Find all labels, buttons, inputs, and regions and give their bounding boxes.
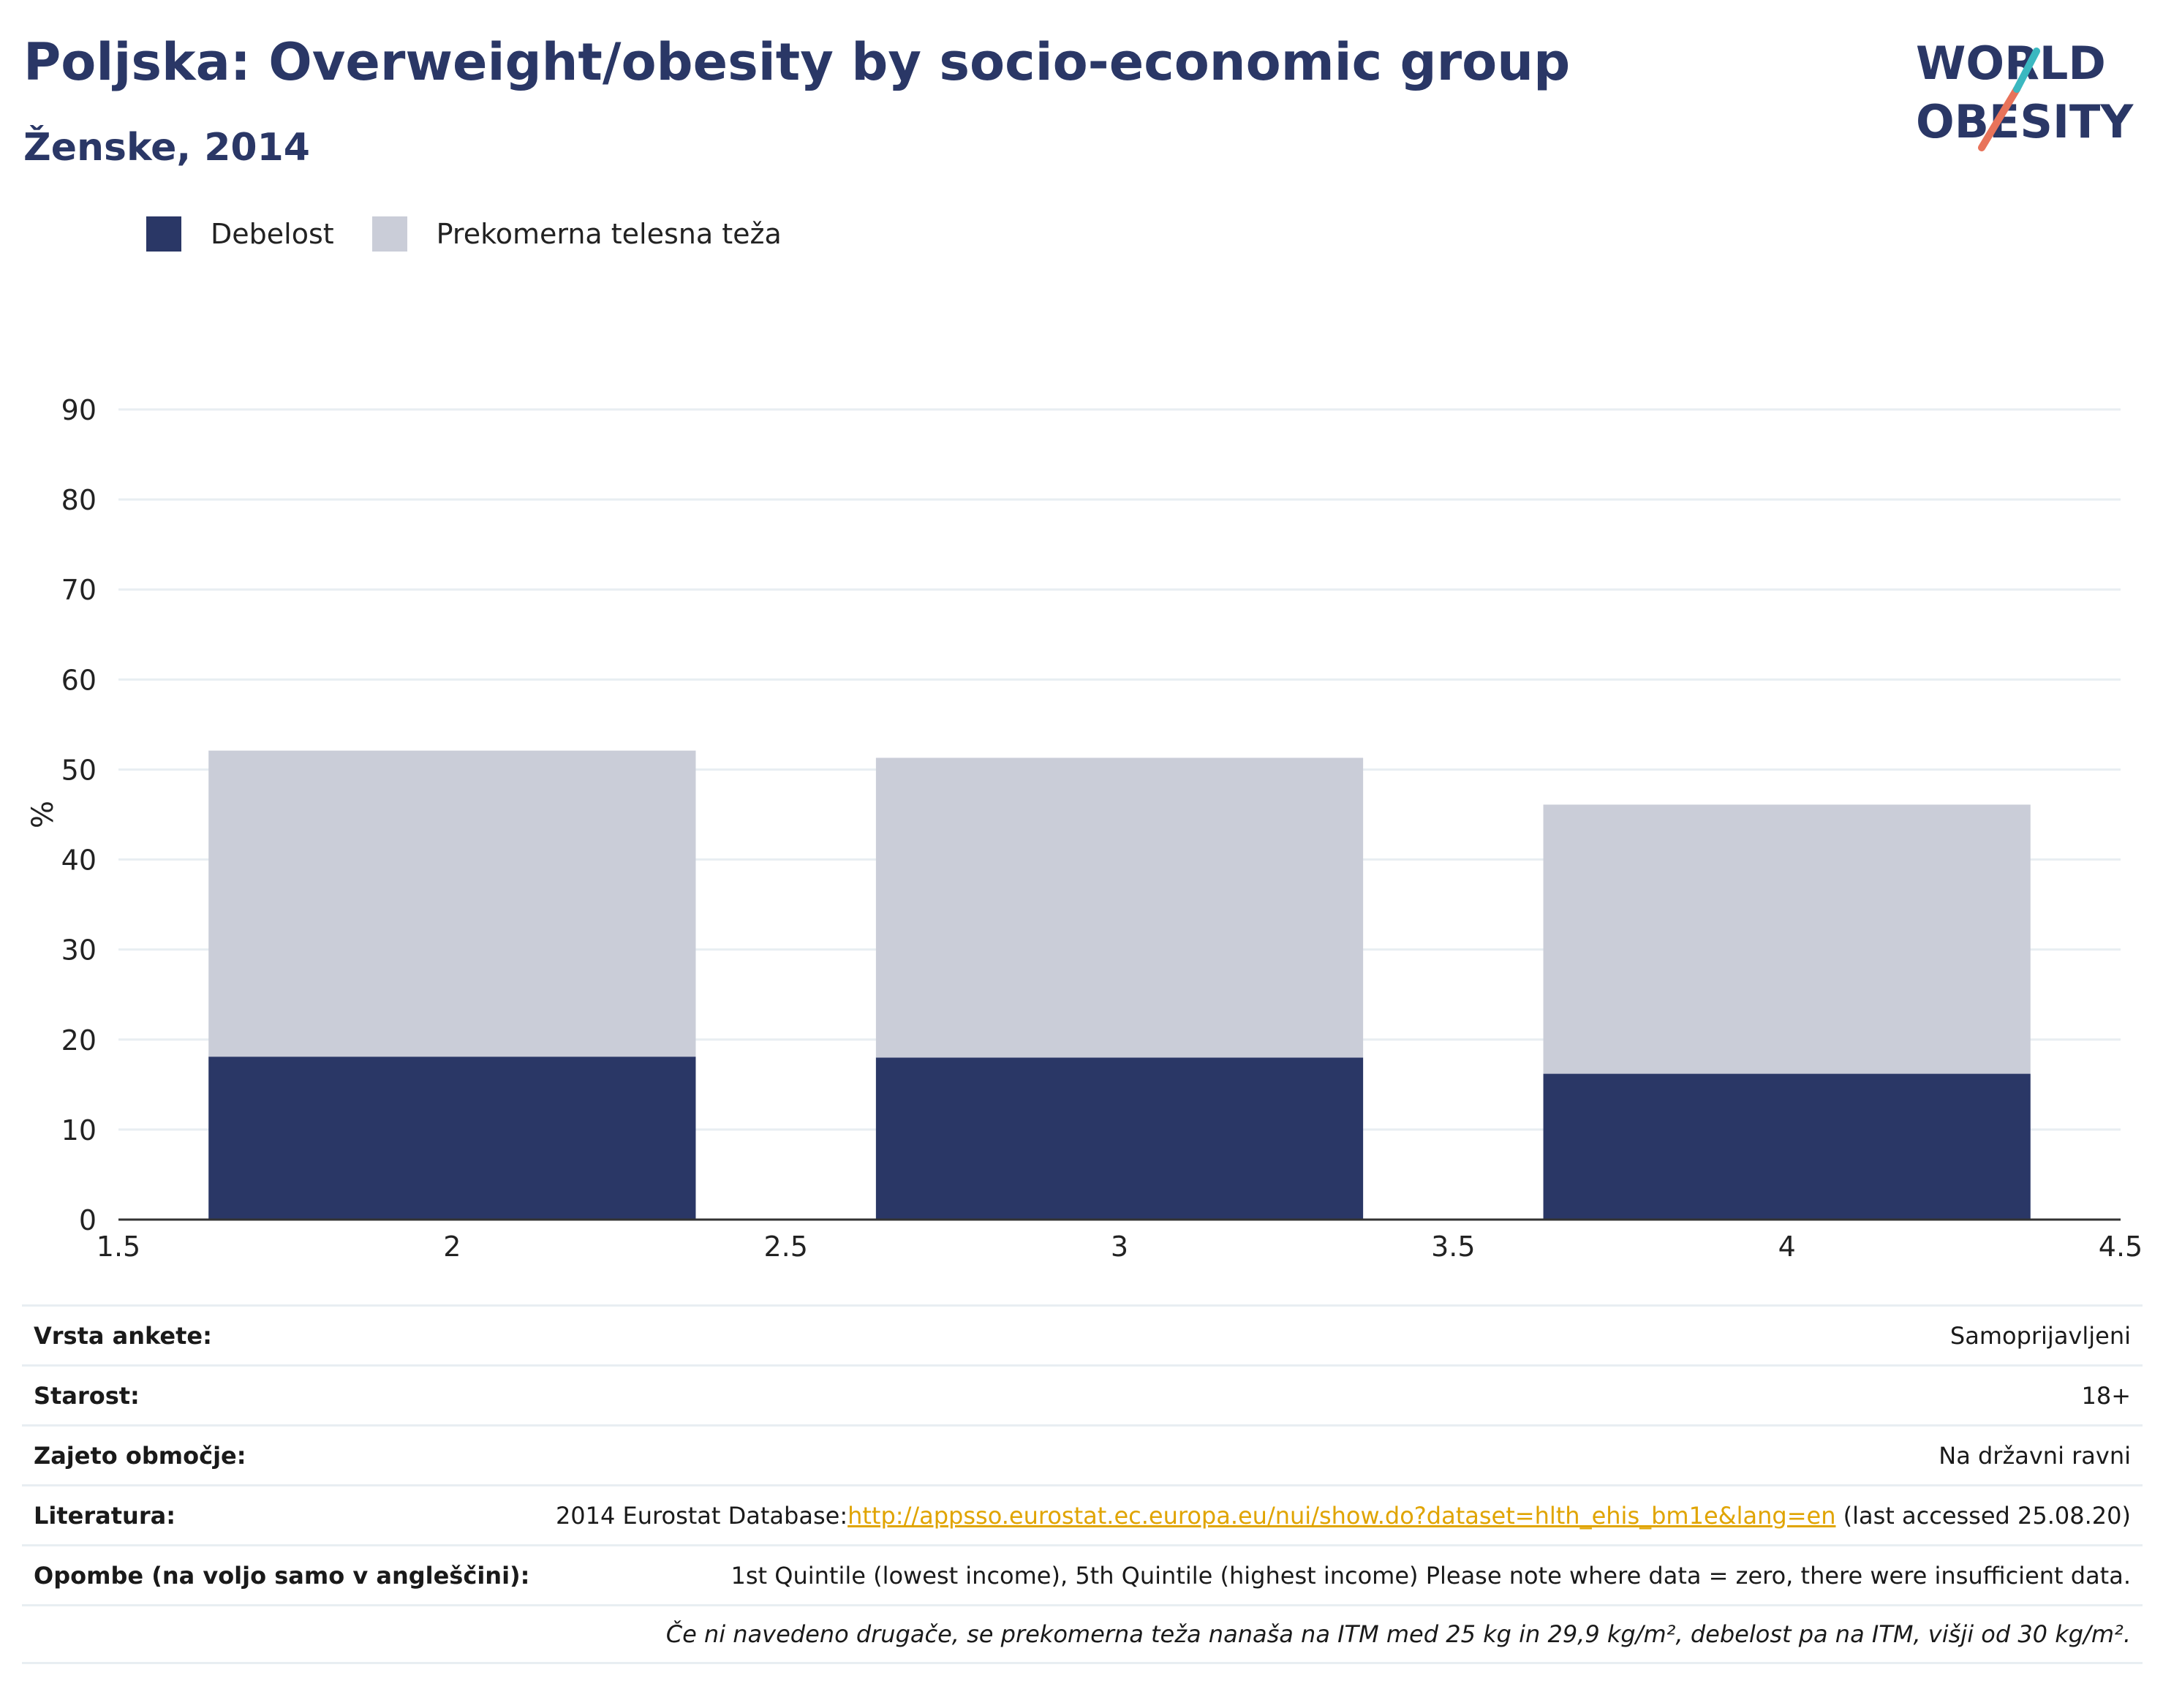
- y-tick-label: 70: [61, 574, 97, 606]
- x-tick-label: 4.5: [2099, 1231, 2143, 1263]
- legend-item-overweight[interactable]: Prekomerna telesna teža: [371, 216, 782, 252]
- y-tick-label: 0: [79, 1204, 97, 1236]
- bar-obesity: [1543, 1073, 2031, 1220]
- y-tick-label: 60: [61, 664, 97, 696]
- meta-value-age: 18+: [2081, 1381, 2131, 1410]
- x-tick-label: 3.5: [1431, 1231, 1475, 1263]
- meta-row-notes: Opombe (na voljo samo v angleščini): 1st…: [22, 1544, 2143, 1604]
- meta-row-area: Zajeto območje: Na državni ravni: [22, 1424, 2143, 1484]
- meta-label-reference: Literatura:: [34, 1501, 175, 1530]
- legend-swatch-overweight: [371, 216, 407, 252]
- chart-title: Poljska: Overweight/obesity by socio-eco…: [23, 32, 1571, 92]
- reference-prefix: 2014 Eurostat Database:: [555, 1501, 848, 1530]
- stacked-bar-chart: 0 10 20 30 40 50 60 70 80 90 1.5 2 2.5 3 3.5 4 4.5%: [26, 394, 2143, 1263]
- x-tick-label: 4: [1778, 1231, 1796, 1263]
- x-tick-label: 2.5: [763, 1231, 807, 1263]
- meta-value-reference: 2014 Eurostat Database:http://appsso.eur…: [556, 1502, 2131, 1530]
- y-axis-label: %: [26, 801, 60, 828]
- legend-item-obesity[interactable]: Debelost: [146, 216, 334, 252]
- meta-row-footnote: Če ni navedeno drugače, se prekomerna te…: [22, 1604, 2143, 1664]
- chart-subtitle: Ženske, 2014: [23, 126, 310, 170]
- meta-value-area: Na državni ravni: [1939, 1441, 2131, 1470]
- bar-overweight: [875, 757, 1364, 1058]
- meta-value-notes: 1st Quintile (lowest income), 5th Quinti…: [731, 1561, 2132, 1590]
- bar-obesity: [208, 1057, 696, 1220]
- meta-label-age: Starost:: [34, 1381, 140, 1410]
- meta-label-survey: Vrsta ankete:: [34, 1321, 212, 1350]
- reference-suffix: (last accessed 25.08.20): [1835, 1501, 2131, 1530]
- meta-label-notes: Opombe (na voljo samo v angleščini):: [34, 1561, 530, 1590]
- legend-label-obesity: Debelost: [211, 218, 334, 250]
- bar-overweight: [208, 750, 696, 1057]
- metadata-table: Vrsta ankete: Samoprijavljeni Starost: 1…: [22, 1304, 2143, 1664]
- y-tick-label: 20: [61, 1024, 97, 1057]
- meta-row-reference: Literatura: 2014 Eurostat Database:http:…: [22, 1484, 2143, 1544]
- chart-legend: Debelost Prekomerna telesna teža: [146, 216, 820, 252]
- y-tick-label: 40: [61, 844, 97, 877]
- legend-swatch-obesity: [146, 216, 181, 252]
- x-tick-label: 1.5: [97, 1231, 140, 1263]
- logo-line2: OBESITY: [1916, 95, 2134, 148]
- reference-link[interactable]: http://appsso.eurostat.ec.europa.eu/nui/…: [848, 1501, 1836, 1530]
- y-tick-label: 90: [61, 394, 97, 426]
- legend-label-overweight: Prekomerna telesna teža: [436, 218, 782, 250]
- x-tick-label: 3: [1111, 1231, 1128, 1263]
- meta-label-area: Zajeto območje:: [34, 1441, 246, 1470]
- meta-row-age: Starost: 18+: [22, 1364, 2143, 1424]
- y-tick-label: 50: [61, 754, 97, 786]
- meta-value-survey: Samoprijavljeni: [1949, 1321, 2131, 1350]
- world-obesity-logo: WORLD OBESITY: [1916, 37, 2134, 151]
- meta-row-survey: Vrsta ankete: Samoprijavljeni: [22, 1304, 2143, 1364]
- bar-obesity: [875, 1057, 1364, 1220]
- x-tick-label: 2: [443, 1231, 461, 1263]
- y-tick-label: 10: [61, 1114, 97, 1146]
- bmi-footnote: Če ni navedeno drugače, se prekomerna te…: [665, 1620, 2131, 1648]
- y-tick-label: 30: [61, 934, 97, 967]
- logo-line1: WORLD: [1916, 37, 2106, 90]
- y-tick-label: 80: [61, 484, 97, 516]
- bar-overweight: [1543, 804, 2031, 1074]
